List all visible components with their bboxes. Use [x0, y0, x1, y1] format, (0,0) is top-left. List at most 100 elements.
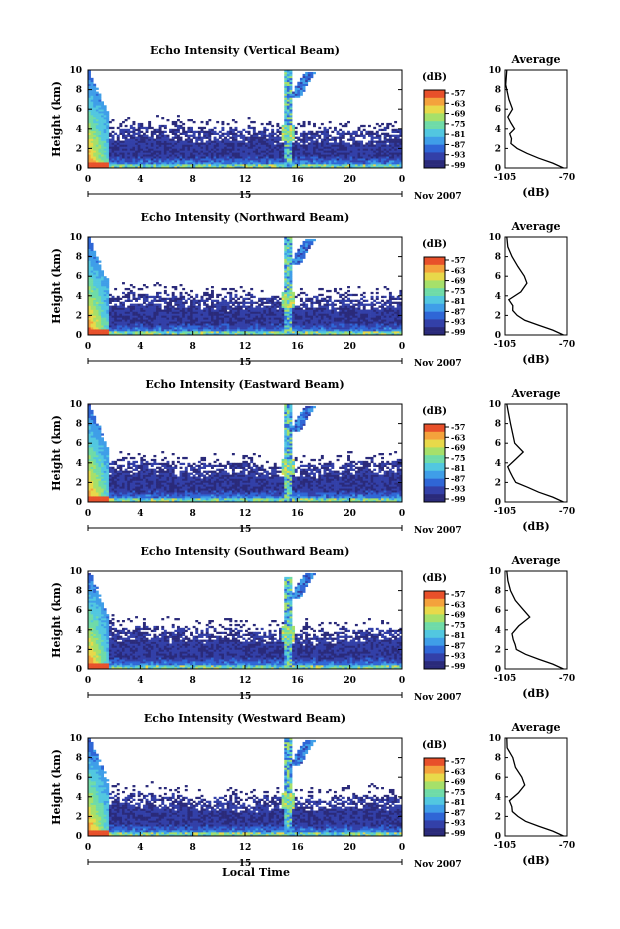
colorbar-tick-label: -75: [451, 453, 465, 463]
y-tick-label: 4: [76, 626, 82, 636]
colorbar-swatch: [424, 474, 445, 479]
colorbar-swatch: [424, 125, 445, 130]
average-frame: [504, 403, 568, 503]
x-tick-label: 4: [137, 342, 143, 352]
average-x-label: (dB): [522, 854, 549, 867]
colorbar-swatch: [424, 260, 445, 266]
heatmap-cells: [88, 70, 403, 169]
colorbar-tick-label: -93: [451, 150, 466, 160]
colorbar-swatch: [424, 804, 445, 809]
colorbar-swatch: [424, 272, 445, 277]
x-tick-label: 0: [85, 676, 91, 686]
average-profile-line: [506, 236, 564, 336]
colorbar-swatch: [424, 424, 445, 429]
colorbar-unit: (dB): [422, 573, 447, 584]
panel-5: Echo Intensity (Westward Beam)0 4 8 12 16 20 0…: [50, 712, 575, 870]
colorbar-tick-label: -57: [451, 422, 465, 432]
average-x-tick-label: -70: [559, 674, 575, 684]
colorbar-swatch: [424, 451, 445, 456]
colorbar-tick-label: -93: [451, 484, 466, 494]
colorbar-tick-label: -87: [451, 807, 465, 817]
average-title: Average: [510, 53, 560, 66]
average-x-tick-label: -70: [559, 173, 575, 183]
x-tick-label: 20: [343, 843, 356, 853]
x-tick-label: 20: [343, 175, 356, 185]
y-tick-label: 8: [76, 86, 82, 96]
average-y-tick-label: 6: [495, 105, 501, 115]
colorbar-swatch: [424, 264, 445, 269]
heatmap-cells: [88, 738, 403, 837]
average-y-tick-label: 8: [495, 754, 501, 764]
x-tick-label: 16: [291, 843, 304, 853]
y-tick-label: 10: [69, 734, 82, 744]
colorbar-tick-label: -99: [451, 160, 466, 170]
average-frame: [504, 236, 568, 336]
average-x-tick-label: -105: [494, 674, 517, 684]
heatmap-title: Echo Intensity (Eastward Beam): [145, 378, 344, 391]
average-y-tick-label: 6: [495, 773, 501, 783]
colorbar-swatch: [424, 148, 445, 153]
colorbar-tick-label: -99: [451, 494, 466, 504]
colorbar-tick-label: -87: [451, 139, 465, 149]
colorbar-swatch: [424, 781, 445, 786]
x-tick-label: 0: [85, 843, 91, 853]
colorbar-tick-label: -57: [451, 255, 465, 265]
x-tick-label: 0: [85, 509, 91, 519]
colorbar-swatch: [424, 311, 445, 316]
y-tick-label: 2: [76, 478, 82, 488]
average-y-tick-label: 0: [495, 164, 501, 174]
colorbar-swatch: [424, 443, 445, 448]
colorbar-tick-label: -63: [451, 265, 466, 275]
x-tick-label: 12: [239, 843, 252, 853]
average-y-tick-label: 2: [495, 311, 501, 321]
colorbar-tick-label: -75: [451, 286, 465, 296]
month-label: Nov 2007: [414, 526, 462, 536]
colorbar-swatch: [424, 303, 445, 308]
average-y-tick-label: 8: [495, 420, 501, 430]
colorbar-swatch: [424, 299, 445, 305]
average-profile-line: [506, 570, 564, 670]
average-profile-line: [506, 403, 564, 503]
average-y-tick-label: 10: [488, 400, 501, 410]
average-y-tick-label: 2: [495, 478, 501, 488]
y-tick-label: 2: [76, 144, 82, 154]
panel-4: Echo Intensity (Southward Beam)0 4 8 12 16 20…: [50, 545, 575, 703]
colorbar-swatch: [424, 331, 445, 336]
colorbar-swatch: [424, 459, 445, 464]
colorbar-swatch: [424, 280, 445, 285]
y-tick-label: 10: [69, 233, 82, 243]
average-y-tick-label: 6: [495, 439, 501, 449]
colorbar-swatch: [424, 427, 445, 433]
colorbar-swatch: [424, 90, 445, 95]
x-tick-label: 8: [190, 843, 196, 853]
colorbar-swatch: [424, 152, 445, 157]
colorbar-swatch: [424, 808, 445, 813]
x-tick-label: 16: [291, 175, 304, 185]
average-y-tick-label: 10: [488, 233, 501, 243]
colorbar-tick-label: -63: [451, 599, 466, 609]
y-tick-label: 6: [76, 272, 82, 282]
colorbar-swatch: [424, 773, 445, 778]
y-tick-label: 6: [76, 606, 82, 616]
colorbar-swatch: [424, 606, 445, 611]
colorbar-tick-label: -63: [451, 766, 466, 776]
colorbar-tick-label: -93: [451, 818, 466, 828]
x-tick-label: 0: [399, 676, 405, 686]
x-tick-label: 12: [239, 342, 252, 352]
average-y-tick-label: 8: [495, 86, 501, 96]
colorbar-swatch: [424, 323, 445, 328]
colorbar-swatch: [424, 129, 445, 134]
colorbar-swatch: [424, 144, 445, 149]
colorbar-swatch: [424, 307, 445, 312]
y-tick-label: 0: [76, 665, 82, 675]
colorbar-tick-label: -81: [451, 296, 465, 306]
average-x-tick-label: -105: [494, 173, 517, 183]
colorbar-swatch: [424, 793, 445, 798]
colorbar-swatch: [424, 758, 445, 763]
colorbar-swatch: [424, 661, 445, 666]
panel-1: Echo Intensity (Vertical Beam)0 4 8 12 16 20 0…: [50, 44, 575, 202]
heatmap-cells: [88, 572, 403, 670]
average-x-tick-label: -105: [494, 340, 517, 350]
average-x-tick-label: -105: [494, 841, 517, 851]
y-tick-label: 6: [76, 439, 82, 449]
